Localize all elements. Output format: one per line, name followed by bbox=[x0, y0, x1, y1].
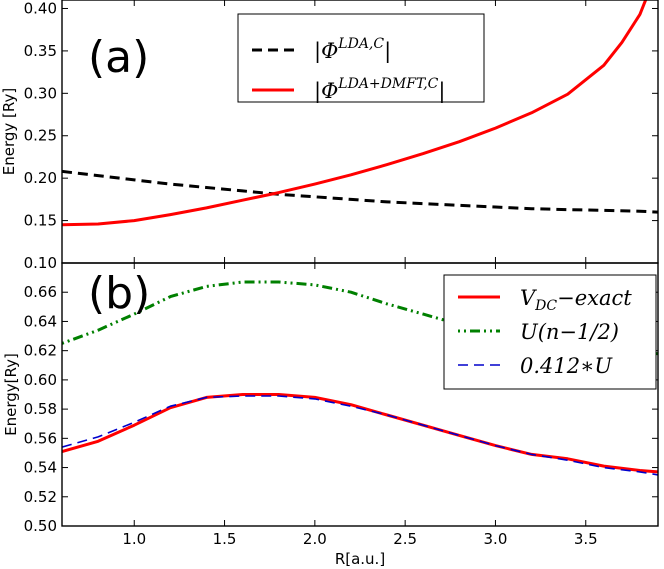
x-axis-title: R[a.u.] bbox=[335, 550, 385, 568]
y-tick-label: 0.54 bbox=[24, 459, 57, 477]
x-tick-label: 1.5 bbox=[213, 530, 237, 548]
x-tick-label: 2.5 bbox=[393, 530, 417, 548]
y-tick-label: 0.62 bbox=[24, 342, 57, 360]
y-tick-label: 0.25 bbox=[24, 127, 57, 145]
axes-frame bbox=[61, 262, 659, 527]
y-tick-label: 0.64 bbox=[24, 312, 57, 330]
panel-label: (b) bbox=[88, 268, 150, 319]
panel-b-chart: 0.50 0.52 0.54 0.56 0.58 0.60 0.62 0.64 0.66 1.0 1… bbox=[2, 262, 659, 568]
series-line-1-0 bbox=[62, 393, 658, 474]
y-tick-label: 0.50 bbox=[24, 517, 57, 535]
series-line-1-1 bbox=[62, 280, 658, 356]
series-line-0-0 bbox=[62, 169, 658, 214]
legend-label: VDC−exact bbox=[520, 286, 632, 314]
y-axis-title: Energy [Ry] bbox=[0, 88, 18, 175]
y-tick-label: 0.66 bbox=[24, 283, 57, 301]
y-axis-title: Energy[Ry] bbox=[2, 353, 20, 436]
y-tick-label: 0.35 bbox=[24, 42, 57, 60]
x-tick-label: 2.0 bbox=[303, 530, 327, 548]
panel-a-chart: 0.10 0.15 0.20 0.25 0.30 0.35 0.40 Energy [Ry] (… bbox=[0, 0, 659, 272]
y-tick-label: 0.40 bbox=[24, 0, 57, 17]
legend-label: U(n−1/2) bbox=[520, 320, 619, 344]
y-tick-label: 0.52 bbox=[24, 488, 57, 506]
y-tick-label: 0.30 bbox=[24, 84, 57, 102]
y-tick-label: 0.15 bbox=[24, 212, 57, 230]
x-tick-label: 1.0 bbox=[122, 530, 146, 548]
x-tick-label: 3.0 bbox=[484, 530, 508, 548]
y-tick-label: 0.20 bbox=[24, 169, 57, 187]
y-tick-label: 0.10 bbox=[24, 254, 57, 272]
series-line-1-2 bbox=[62, 395, 658, 476]
legend-label: |ΦLDA,C| bbox=[314, 36, 391, 64]
legend-box bbox=[237, 13, 485, 103]
y-tick-label: 0.58 bbox=[24, 400, 57, 418]
x-tick-label: 3.5 bbox=[574, 530, 598, 548]
panel-label: (a) bbox=[88, 32, 149, 83]
legend-label: 0.412∗U bbox=[520, 354, 613, 378]
series-line-0-1 bbox=[62, 0, 648, 227]
legend-label: |ΦLDA+DMFT,C| bbox=[314, 76, 445, 104]
y-tick-label: 0.56 bbox=[24, 429, 57, 447]
y-tick-label: 0.60 bbox=[24, 371, 57, 389]
